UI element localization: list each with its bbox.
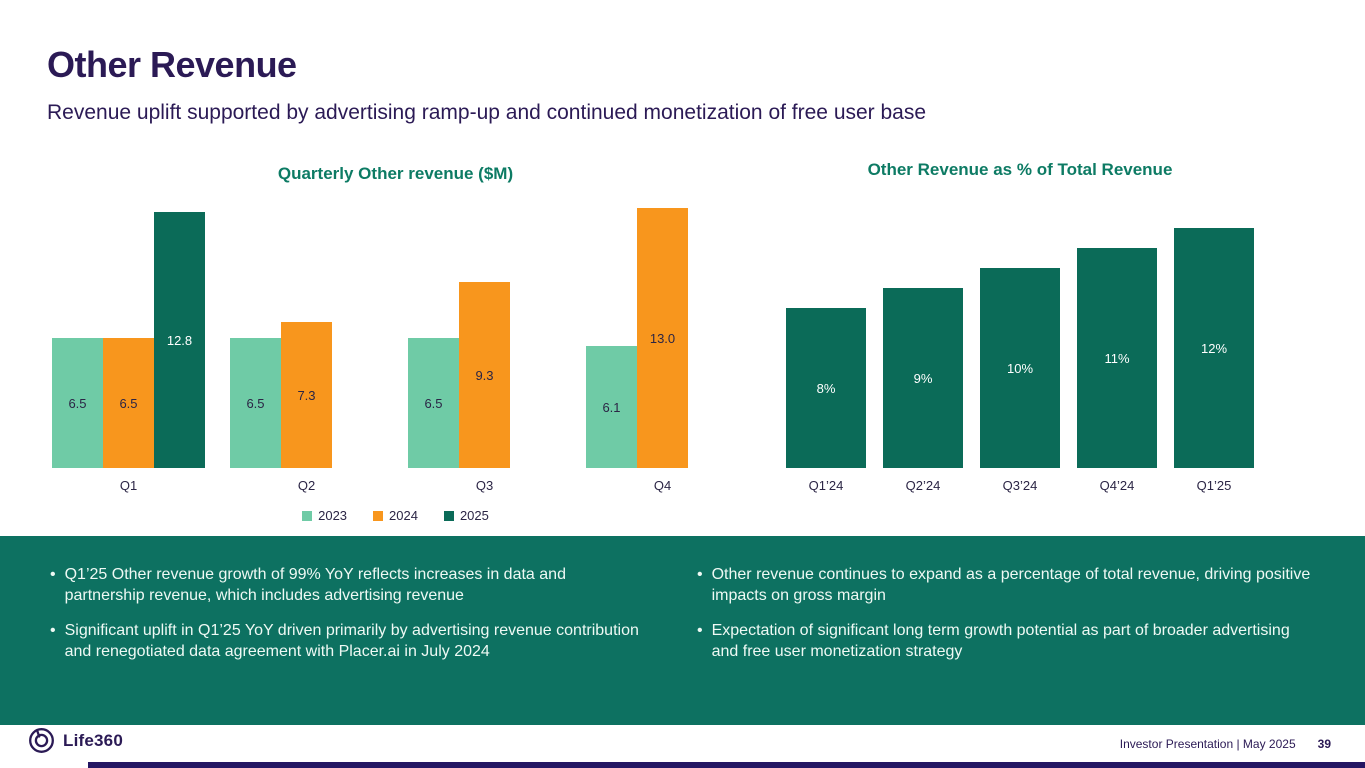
bar: 6.5 <box>408 338 459 468</box>
bar: 6.5 <box>103 338 154 468</box>
footer-caption: Investor Presentation | May 2025 <box>1119 737 1296 751</box>
bullet-text: Other revenue continues to expand as a p… <box>711 566 1311 604</box>
brand-name: Life360 <box>63 730 123 750</box>
legend-item: 2023 <box>302 508 347 523</box>
bar-group: 6.1 13.0 <box>586 208 739 468</box>
bar-value-label: 10% <box>1006 360 1034 376</box>
legend-item: 2024 <box>373 508 418 523</box>
bar-value-label: 7.3 <box>297 387 316 403</box>
bar: 10% <box>980 268 1060 468</box>
bar-value-label: 6.5 <box>119 395 138 411</box>
bar: 11% <box>1077 248 1157 468</box>
bar: 6.5 <box>230 338 281 468</box>
pct-revenue-categories: Q1’24 Q2’24 Q3’24 Q4’24 Q1’25 <box>786 478 1254 493</box>
category-label: Q1’25 <box>1196 478 1232 493</box>
bar-value-label: 11% <box>1104 350 1130 366</box>
bar-value-label: 12% <box>1200 340 1228 356</box>
pct-revenue-plot: 8% 9% 10% 11% 12% <box>786 200 1254 468</box>
bullet-icon <box>50 564 56 606</box>
bar: 12.8 <box>154 212 205 468</box>
legend-swatch <box>373 510 384 521</box>
takeaways-left: Q1’25 Other revenue growth of 99% YoY re… <box>50 564 645 676</box>
legend-label: 2025 <box>459 508 489 523</box>
list-item: Significant uplift in Q1’25 YoY driven p… <box>50 620 645 662</box>
bullet-icon <box>50 620 56 662</box>
bar: 12% <box>1174 228 1254 468</box>
category-label: Q3’24 <box>1002 478 1038 493</box>
page-number: 39 <box>1317 737 1331 751</box>
bar: 13.0 <box>637 208 688 468</box>
category-label: Q2’24 <box>905 478 941 493</box>
quarterly-revenue-chart-title: Quarterly Other revenue ($M) <box>277 164 514 183</box>
category-label: Q2 <box>297 478 316 493</box>
bullet-text: Q1’25 Other revenue growth of 99% YoY re… <box>64 566 566 604</box>
category-label: Q1’24 <box>808 478 844 493</box>
legend-item: 2025 <box>443 508 489 523</box>
category-label: Q3 <box>475 478 494 493</box>
legend-label: 2024 <box>389 508 418 523</box>
bullet-icon <box>697 620 703 662</box>
takeaways-right: Other revenue continues to expand as a p… <box>697 564 1312 676</box>
category-label: Q4’24 <box>1099 478 1135 493</box>
bar: 9% <box>883 288 963 468</box>
quarterly-revenue-plot: 6.5 6.5 12.8 6.5 7.3 6.5 9.3 6.1 13.0 <box>52 200 739 468</box>
bar: 7.3 <box>281 322 332 468</box>
bullet-text: Significant uplift in Q1’25 YoY driven p… <box>64 622 639 660</box>
bar-value-label: 13.0 <box>649 330 676 346</box>
bullet-icon <box>697 564 703 606</box>
list-item: Expectation of significant long term gro… <box>697 620 1312 662</box>
footer: Investor Presentation | May 2025 39 <box>1120 737 1331 751</box>
bar-value-label: 8% <box>816 380 836 396</box>
brand-logo: Life360 <box>28 727 123 754</box>
bar: 9.3 <box>459 282 510 468</box>
page-subtitle: Revenue uplift supported by advertising … <box>47 101 927 124</box>
takeaway-band: Q1’25 Other revenue growth of 99% YoY re… <box>0 536 1365 725</box>
pct-revenue-chart: Other Revenue as % of Total Revenue 8% 9%… <box>786 158 1254 493</box>
pct-revenue-chart-title: Other Revenue as % of Total Revenue <box>867 160 1173 179</box>
legend-label: 2023 <box>318 508 348 523</box>
bar: 8% <box>786 308 866 468</box>
bar-value-label: 6.5 <box>246 395 265 411</box>
bar-value-label: 12.8 <box>166 332 193 348</box>
bar-value-label: 9.3 <box>475 367 494 383</box>
legend: 2023 2024 2025 <box>52 508 739 523</box>
quarterly-revenue-chart: Quarterly Other revenue ($M) 6.5 6.5 12.8 6… <box>52 162 739 523</box>
page-title: Other Revenue <box>47 44 297 85</box>
legend-swatch <box>302 510 313 521</box>
bar-group: 6.5 6.5 12.8 <box>52 212 205 468</box>
bar-value-label: 9% <box>913 370 933 386</box>
life360-logo-icon <box>29 728 54 753</box>
bullet-text: Expectation of significant long term gro… <box>711 622 1290 660</box>
legend-swatch <box>443 510 454 521</box>
list-item: Q1’25 Other revenue growth of 99% YoY re… <box>50 564 645 606</box>
bar: 6.5 <box>52 338 103 468</box>
bar: 6.1 <box>586 346 637 468</box>
quarterly-revenue-categories: Q1 Q2 Q3 Q4 <box>52 478 739 493</box>
category-label: Q4 <box>653 478 672 493</box>
bar-value-label: 6.5 <box>68 395 87 411</box>
bottom-accent-bar <box>88 762 1365 768</box>
bar-value-label: 6.5 <box>424 395 443 411</box>
category-label: Q1 <box>119 478 138 493</box>
bar-group: 6.5 9.3 <box>408 282 561 468</box>
bar-group: 6.5 7.3 <box>230 322 383 468</box>
list-item: Other revenue continues to expand as a p… <box>697 564 1312 606</box>
bar-value-label: 6.1 <box>602 399 621 415</box>
